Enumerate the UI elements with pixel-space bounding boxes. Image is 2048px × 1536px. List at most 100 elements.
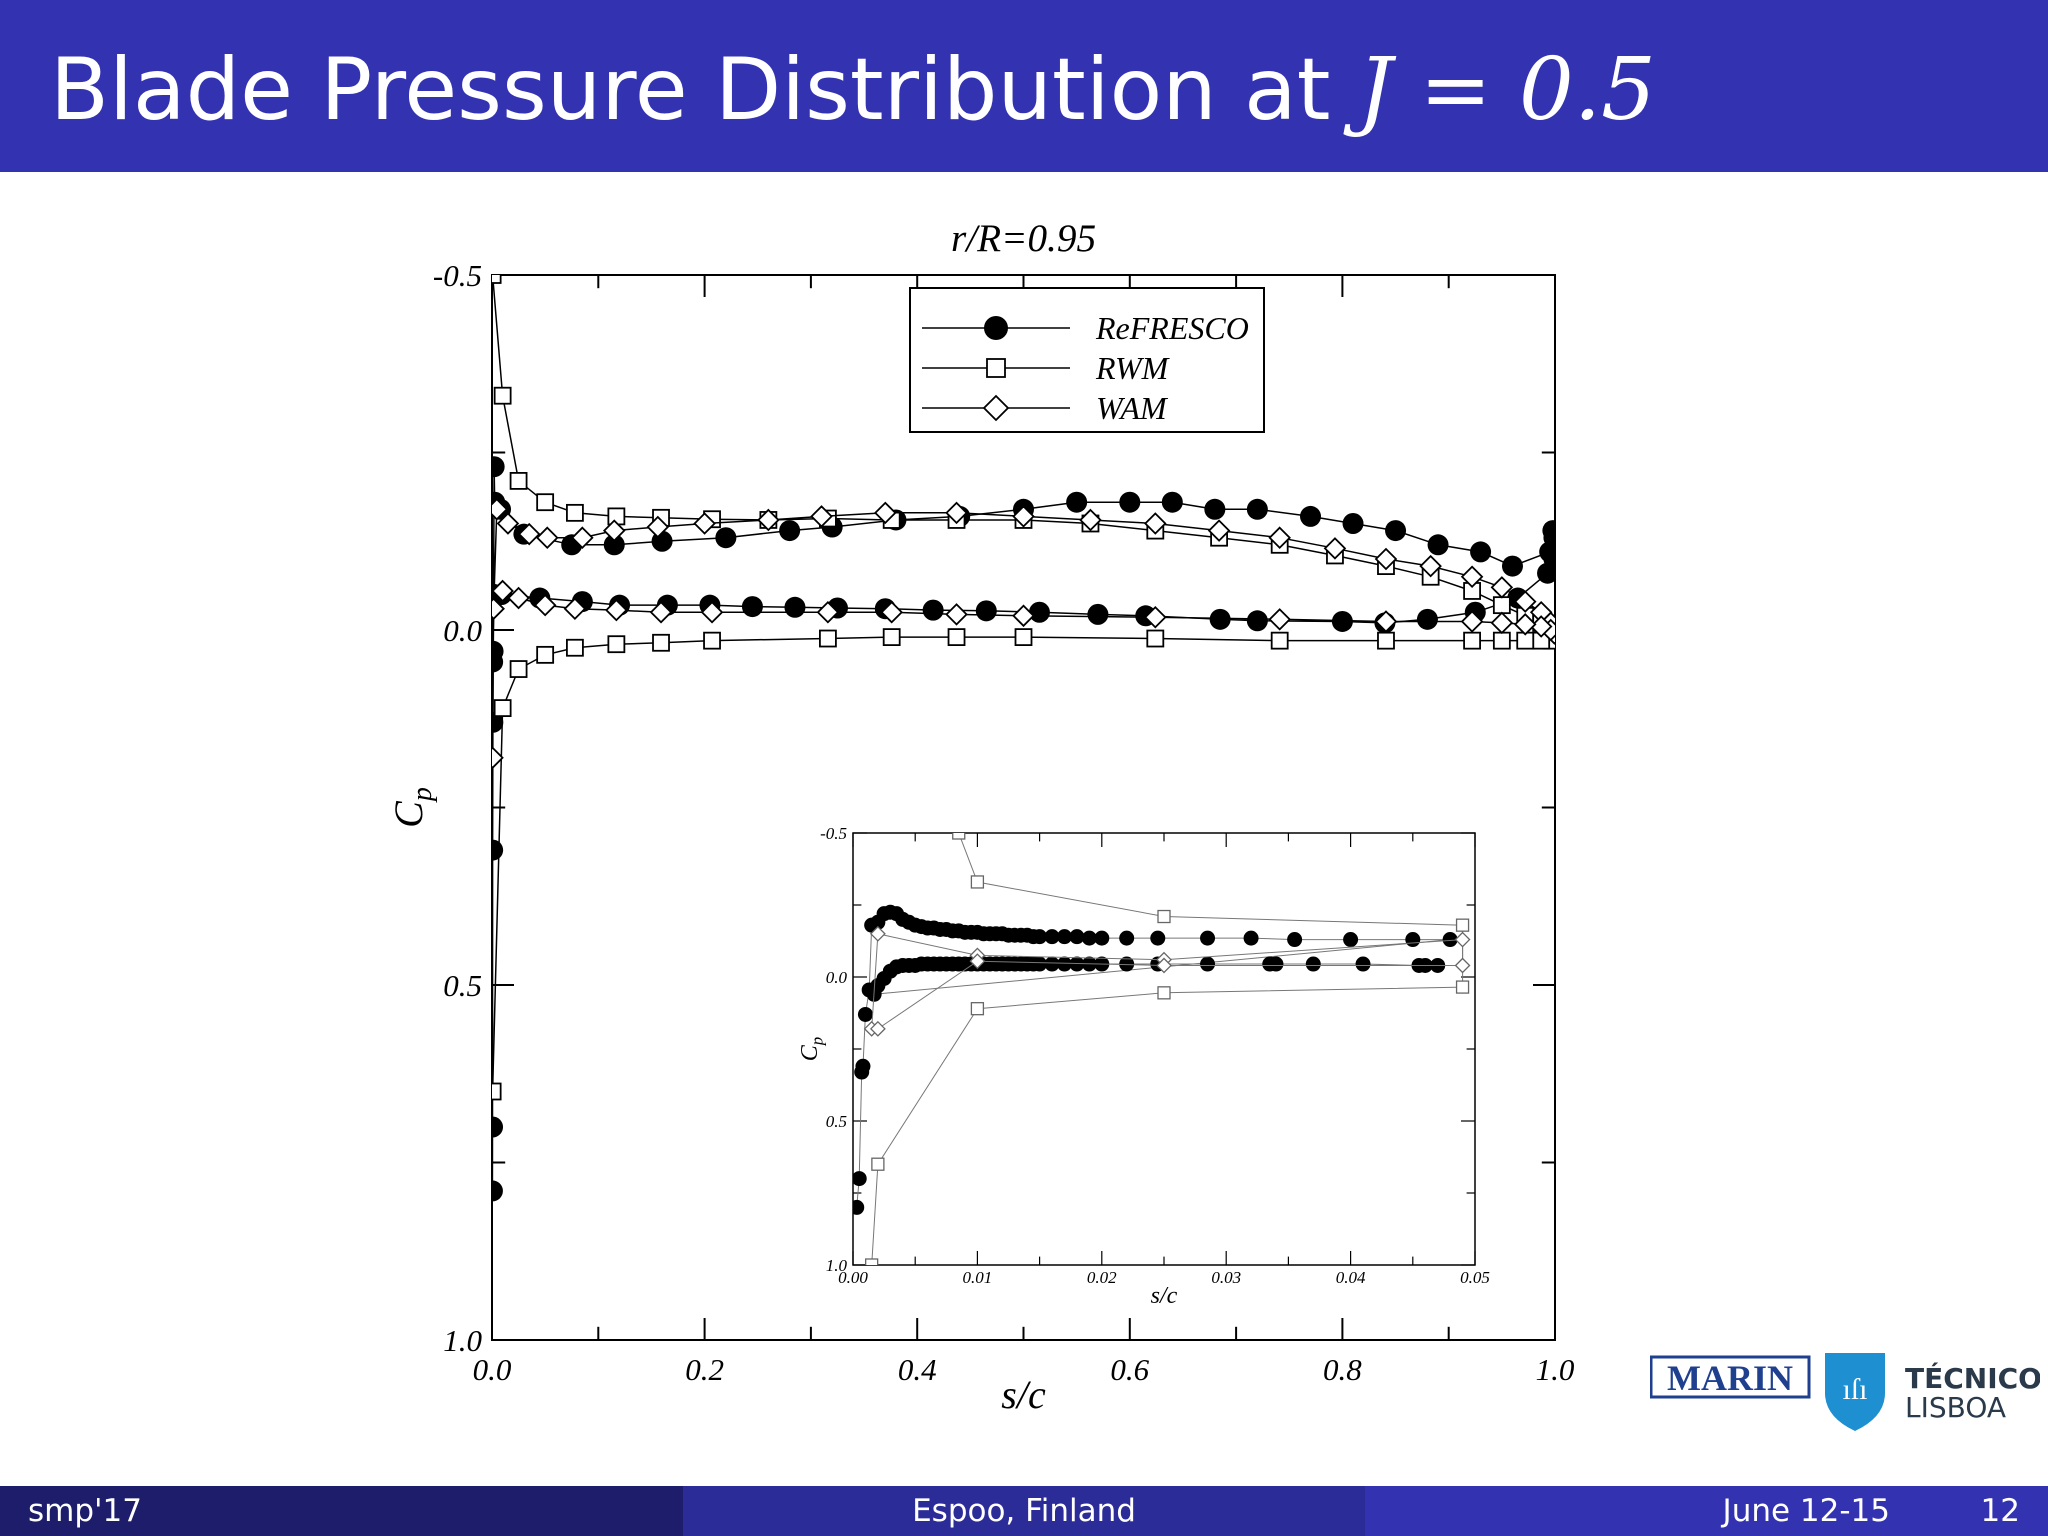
inset-plot-frame (852, 832, 1476, 1266)
main-wam-point (1144, 512, 1167, 535)
marin-logo: MARIN (1650, 1355, 1811, 1399)
marin-logo-text: MARIN (1667, 1358, 1793, 1398)
inset-refresco-point (1094, 930, 1110, 946)
main-refresco-point (603, 534, 625, 556)
main-rwm-point (536, 493, 555, 512)
inset-wam-point (869, 925, 886, 942)
inset-y-tick-label: -0.5 (820, 824, 847, 843)
main-wam-point (700, 600, 724, 624)
inset-y-tick-label: 0.0 (826, 968, 848, 987)
main-refresco-point (1204, 498, 1226, 520)
footer-right-cell: June 12-15 12 (1365, 1486, 2048, 1536)
main-wam-point (1419, 554, 1442, 578)
main-refresco-point (779, 520, 801, 542)
footer: smp'17 Espoo, Finland June 12-15 12 (0, 1486, 2048, 1536)
slide-title-math: J = 0.5 (1357, 40, 1656, 140)
main-rwm-point (493, 699, 512, 717)
main-rwm-point (1463, 631, 1481, 650)
main-wam-point (646, 515, 670, 539)
inset-refresco-point (1119, 956, 1135, 972)
title-bar (0, 0, 2048, 172)
main-refresco-point (1501, 555, 1523, 577)
inset-refresco-point (857, 1006, 873, 1022)
main-wam-point (1268, 608, 1291, 631)
inset-x-tick-label: 0.03 (1211, 1268, 1241, 1287)
inset-x-axis-title: s/c (1151, 1283, 1178, 1309)
footer-location: Espoo, Finland (912, 1493, 1136, 1529)
main-refresco-point (1416, 608, 1438, 630)
main-refresco-point (1300, 505, 1322, 527)
inset-rwm-point (1455, 980, 1470, 994)
main-wam-point (1144, 605, 1167, 629)
inset-wam-point (869, 1020, 886, 1037)
main-refresco-point (715, 527, 737, 549)
main-y-tick-label: 0.0 (443, 613, 482, 648)
main-refresco-point (1087, 603, 1109, 625)
inset-refresco-point (853, 1199, 865, 1215)
inset-x-tick-label: 0.04 (1336, 1268, 1366, 1287)
inset-refresco-point (1119, 930, 1135, 946)
main-wam-point (1012, 505, 1035, 528)
main-wam-point (533, 593, 557, 617)
inset-rwm-point (1455, 918, 1470, 932)
legend-wam-label: WAM (1096, 390, 1169, 426)
main-x-tick-label: 1.0 (1536, 1352, 1575, 1387)
main-refresco-point (1427, 534, 1449, 556)
main-x-tick-label: 0.0 (473, 1352, 512, 1387)
main-wam-point (1012, 604, 1035, 628)
main-refresco-point (922, 599, 944, 621)
main-refresco-point (492, 651, 504, 673)
main-wam-point (1268, 526, 1291, 549)
main-y-tick-label: -0.5 (433, 258, 482, 293)
main-x-tick-label: 0.8 (1323, 1352, 1362, 1387)
main-rwm-point (1270, 631, 1289, 650)
inset-refresco-point (1032, 956, 1048, 972)
main-refresco-point (1246, 610, 1268, 632)
inset-wam-point (1156, 957, 1172, 974)
main-refresco-point (784, 596, 806, 618)
main-wam-point (649, 600, 673, 624)
main-wam-point (874, 501, 897, 525)
main-y-tick-label: 1.0 (443, 1323, 482, 1358)
legend-refresco-marker (984, 316, 1008, 340)
main-rwm-point (819, 629, 837, 648)
main-wam-point (693, 512, 716, 535)
inset-refresco-point (853, 1171, 867, 1187)
inset-refresco-point (1044, 929, 1060, 945)
inset-group: 0.00 0.01 0.02 0.03 0.04 0.05 -0.5 0.0 0.5 1.0 s/c… (797, 824, 1490, 1309)
inset-refresco-point (1069, 956, 1085, 972)
main-rwm-point (493, 386, 512, 405)
main-wam-point (517, 522, 541, 546)
main-wam-point (757, 508, 780, 532)
main-rwm-point (1377, 631, 1395, 650)
inset-refresco-point (1405, 932, 1421, 948)
main-series-layer (492, 275, 1555, 1202)
main-wam-point (492, 746, 504, 770)
main-wam-point (536, 526, 559, 549)
main-x-axis-title: s/c (1001, 1372, 1046, 1417)
inset-rwm-point (1157, 986, 1171, 1000)
inset-rwm-point (970, 1002, 985, 1016)
svg-text:ıſı: ıſı (1842, 1373, 1867, 1406)
main-rwm-point (509, 471, 528, 490)
main-refresco-point (1209, 608, 1231, 630)
footer-center-cell: Espoo, Finland (683, 1486, 1365, 1536)
inset-refresco-point (1442, 932, 1458, 948)
inset-refresco-point (1287, 932, 1303, 948)
main-wam-point (1460, 610, 1484, 633)
main-refresco-point (492, 711, 504, 733)
main-wam-point (1490, 611, 1514, 635)
main-wam-point (945, 603, 968, 626)
main-wam-point (1374, 547, 1398, 571)
main-wam-point (492, 597, 505, 620)
main-rwm-point (566, 638, 584, 657)
main-rwm-point (607, 635, 626, 654)
main-wam-point (816, 600, 840, 624)
inset-refresco-point (1355, 956, 1371, 972)
pressure-distribution-chart: 0.0 0.2 0.4 0.6 0.8 1.0 -0.5 0.0 0.5 1.0 s/c Cp r/R=… (386, 217, 1575, 1417)
main-wam-point (1513, 613, 1537, 636)
main-refresco-point (1542, 520, 1555, 542)
footer-left-cell: smp'17 (0, 1486, 683, 1536)
ist-logo-line1: TÉCNICO (1905, 1361, 2040, 1395)
inset-rwm-point (871, 1157, 885, 1171)
